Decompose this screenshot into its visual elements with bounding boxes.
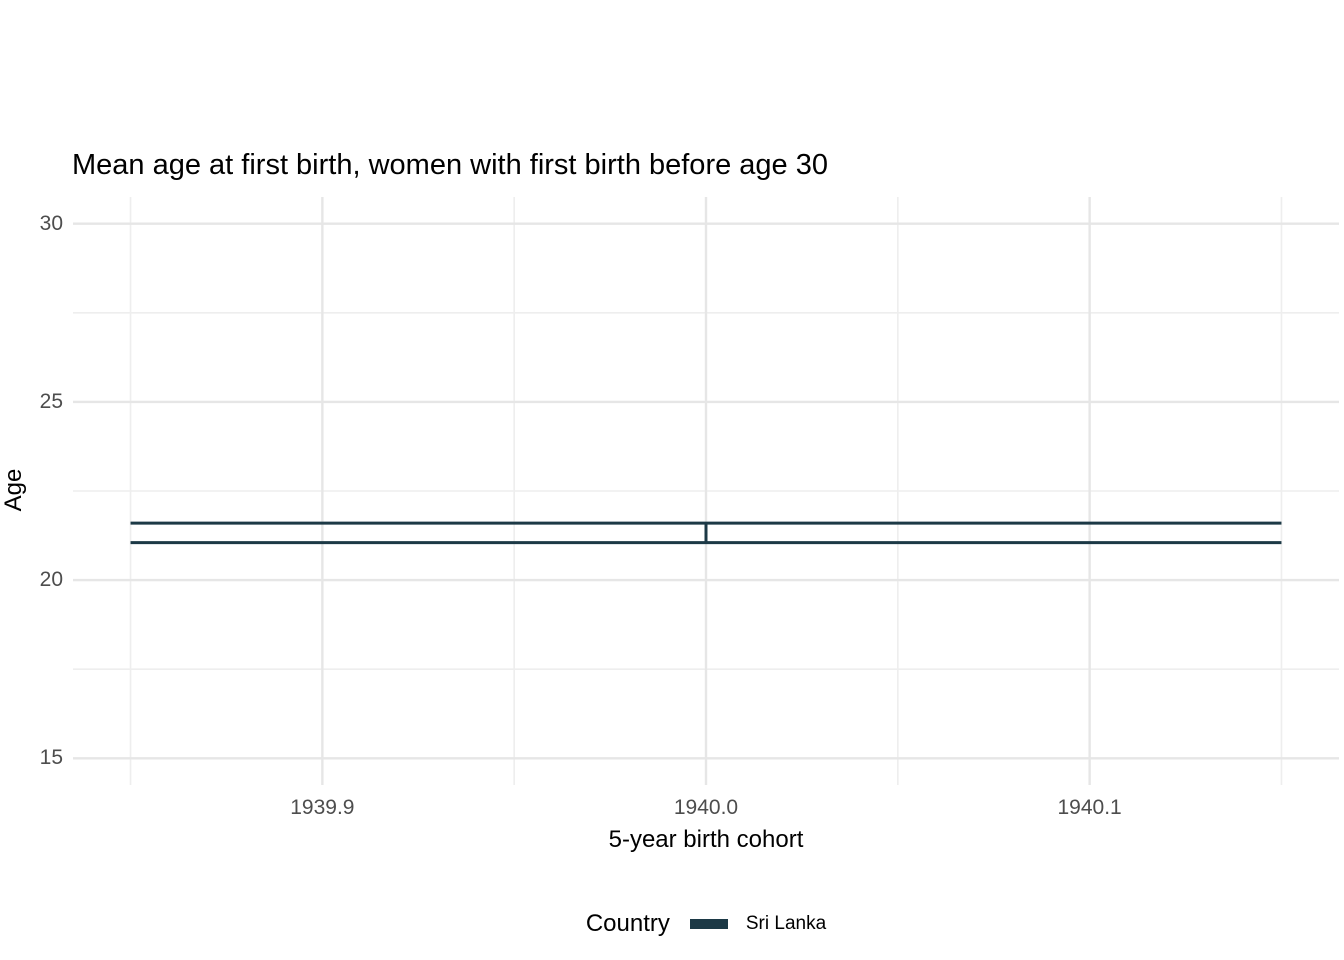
legend: Country Sri Lanka [73,910,1339,938]
x-axis-tick-label: 1939.9 [290,796,355,819]
chart-title: Mean age at first birth, women with firs… [72,149,828,181]
x-axis-tick-label: 1940.0 [673,796,739,819]
x-axis-title: 5-year birth cohort [608,826,804,853]
y-axis-tick-label: 30 [39,211,63,235]
y-axis-tick-label: 15 [39,746,63,770]
legend-title: Country [585,910,670,937]
y-axis-title: Age [0,468,27,512]
y-axis-tick-label: 20 [39,568,63,592]
legend-entries: Sri Lanka [689,913,827,935]
legend-key-line [689,919,728,929]
legend-entry-label: Sri Lanka [745,913,827,934]
y-axis-tick-label: 25 [39,389,63,413]
x-axis-tick-label: 1940.1 [1057,796,1122,819]
